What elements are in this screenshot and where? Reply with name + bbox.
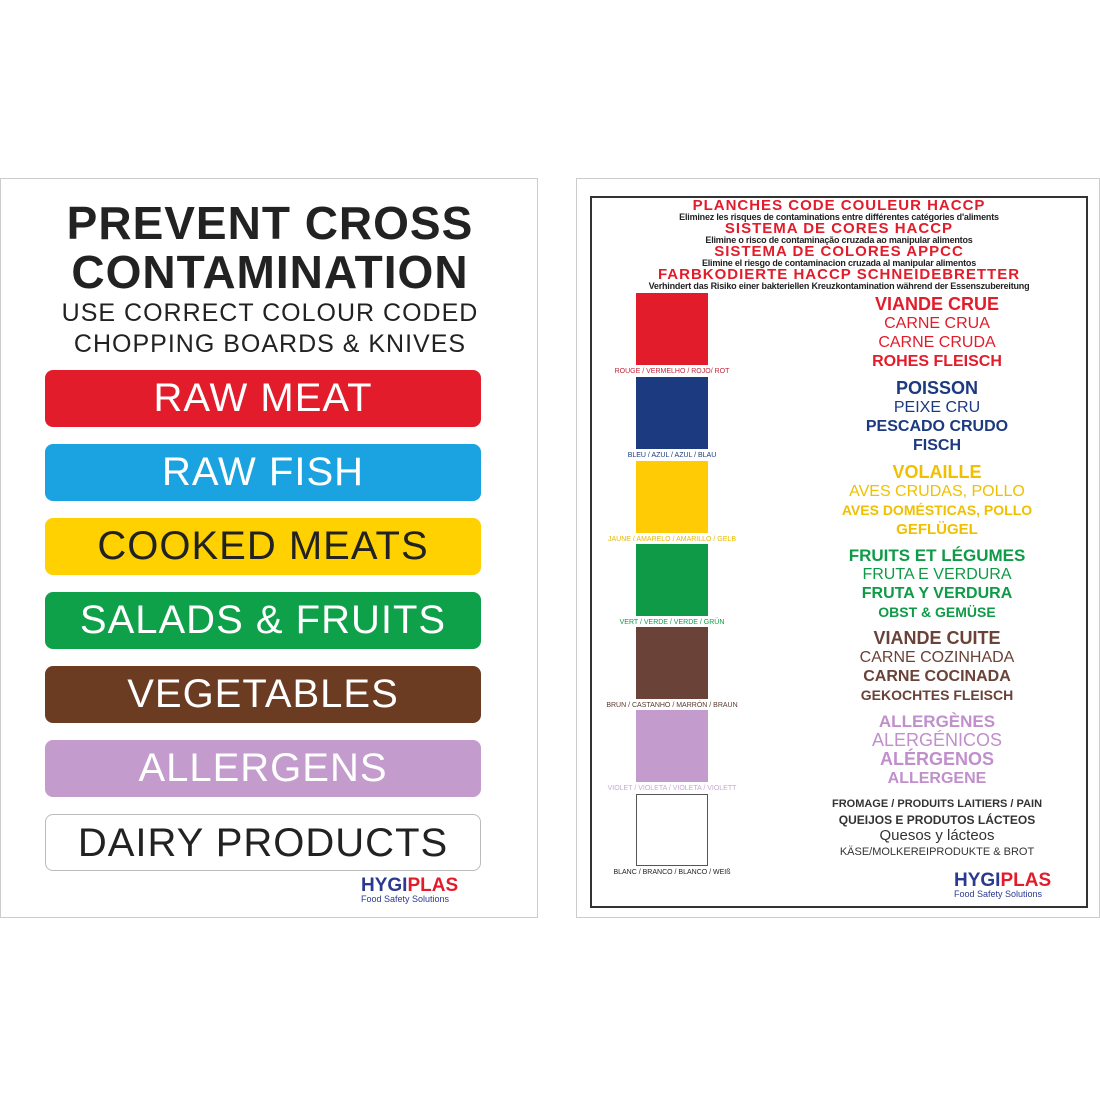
category-text-line: PEIXE CRU — [893, 399, 981, 416]
category-text-line: KÄSE/MOLKEREIPRODUKTE & BROT — [839, 846, 1035, 858]
header-title: FARBKODIERTE HACCP SCHNEIDEBRETTER — [657, 266, 1021, 283]
swatch-color-label: BRUN / CASTANHO / MARRÓN / BRAUN — [606, 702, 738, 709]
poster-subtitle-line: CHOPPING BOARDS & KNIVES — [73, 330, 467, 358]
color-swatch — [636, 293, 708, 365]
category-bar: SALADS & FRUITS — [45, 592, 481, 649]
logo-text: HYGI — [361, 875, 408, 896]
header-subtitle: Eliminez les risques de contaminations e… — [679, 212, 999, 222]
category-text-line: FRUTA E VERDURA — [862, 566, 1012, 583]
category-text-line: GEKOCHTES FLEISCH — [860, 687, 1014, 703]
category-bar: VEGETABLES — [45, 666, 481, 723]
color-swatch — [636, 461, 708, 533]
color-swatch — [636, 627, 708, 699]
category-text-line: CARNE COZINHADA — [859, 649, 1015, 666]
logo-text: PLAS — [407, 875, 459, 896]
category-text-line: FRUITS ET LÉGUMES — [848, 546, 1026, 565]
header-title: SISTEMA DE CORES HACCP — [724, 220, 954, 237]
header-subtitle: Verhindert das Risiko einer bakteriellen… — [648, 281, 1030, 291]
category-text-line: CARNE CRUA — [884, 315, 990, 332]
category-text-line: VIANDE CUITE — [873, 628, 1001, 648]
hygiplas-logo: HYGIPLAS Food Safety Solutions — [954, 870, 1051, 899]
header-title: PLANCHES CODE COULEUR HACCP — [692, 197, 986, 214]
category-text-line: OBST & GEMÜSE — [878, 604, 996, 620]
category-bar: ALLERGENS — [45, 740, 481, 797]
color-swatch — [636, 794, 708, 866]
swatch-color-label: ROUGE / VERMELHO / ROJO/ ROT — [614, 368, 730, 375]
category-text-line: ALLERGENE — [887, 770, 987, 787]
logo-text: PLAS — [1000, 870, 1052, 891]
category-text-line: Quesos y lácteos — [879, 827, 995, 844]
right-poster: PLANCHES CODE COULEUR HACCP Eliminez les … — [576, 178, 1100, 918]
category-bar: DAIRY PRODUCTS — [45, 814, 481, 871]
header-subtitle: Elimine el riesgo de contaminacion cruza… — [701, 258, 977, 268]
category-text-line: FRUTA Y VERDURA — [861, 585, 1013, 602]
color-swatch — [636, 544, 708, 616]
category-text-line: ALERGÉNICOS — [871, 730, 1003, 750]
hygiplas-logo: HYGIPLAS Food Safety Solutions — [361, 875, 458, 904]
header-title: SISTEMA DE COLORES APPCC — [714, 243, 964, 260]
swatch-color-label: JAUNE / AMARELO / AMARILLO / GELB — [608, 536, 736, 543]
category-text-line: QUEIJOS E PRODUTOS LÁCTEOS — [838, 813, 1036, 827]
logo-tagline: Food Safety Solutions — [361, 894, 450, 904]
category-text-line: ROHES FLEISCH — [872, 353, 1002, 370]
category-text-line: AVES CRUDAS, POLLO — [849, 483, 1025, 500]
swatch-color-label: VERT / VERDE / VERDE / GRÜN — [619, 619, 725, 626]
category-text-line: VIANDE CRUE — [874, 294, 999, 314]
header-subtitle: Elimine o risco de contaminação cruzada … — [705, 235, 973, 245]
category-bar: COOKED MEATS — [45, 518, 481, 575]
swatch-color-label: BLANC / BRANCO / BLANCO / WEIß — [613, 869, 731, 876]
category-text-line: ALLERGÈNES — [878, 712, 996, 731]
poster-title-line: CONTAMINATION — [71, 246, 469, 298]
category-text-line: FROMAGE / PRODUITS LAITIERS / PAIN — [831, 798, 1043, 810]
category-bar: RAW MEAT — [45, 370, 481, 427]
category-text-line: CARNE CRUDA — [878, 334, 996, 351]
category-text-line: GEFLÜGEL — [896, 521, 978, 538]
logo-text: HYGI — [954, 870, 1001, 891]
category-text-line: AVES DOMÉSTICAS, POLLO — [841, 502, 1033, 518]
poster-title-line: PREVENT CROSS — [66, 197, 474, 249]
category-text-line: FISCH — [913, 437, 961, 454]
poster-border: PLANCHES CODE COULEUR HACCP Eliminez les … — [590, 196, 1088, 908]
category-text-line: POISSON — [895, 378, 979, 398]
category-text-line: VOLAILLE — [892, 462, 982, 482]
poster-subtitle-line: USE CORRECT COLOUR CODED — [61, 299, 479, 327]
left-poster: PREVENT CROSS CONTAMINATION USE CORRECT … — [0, 178, 538, 918]
color-swatch — [636, 377, 708, 449]
category-text-line: ALÉRGENOS — [879, 749, 994, 769]
color-swatch — [636, 710, 708, 782]
category-bar: RAW FISH — [45, 444, 481, 501]
category-text-line: CARNE COCINADA — [863, 668, 1011, 685]
logo-tagline: Food Safety Solutions — [954, 889, 1043, 899]
swatch-color-label: VIOLET / VIOLETA / VIOLETA / VIOLETT — [607, 785, 737, 792]
swatch-color-label: BLEU / AZUL / AZUL / BLAU — [627, 452, 717, 459]
category-text-line: PESCADO CRUDO — [865, 418, 1009, 435]
